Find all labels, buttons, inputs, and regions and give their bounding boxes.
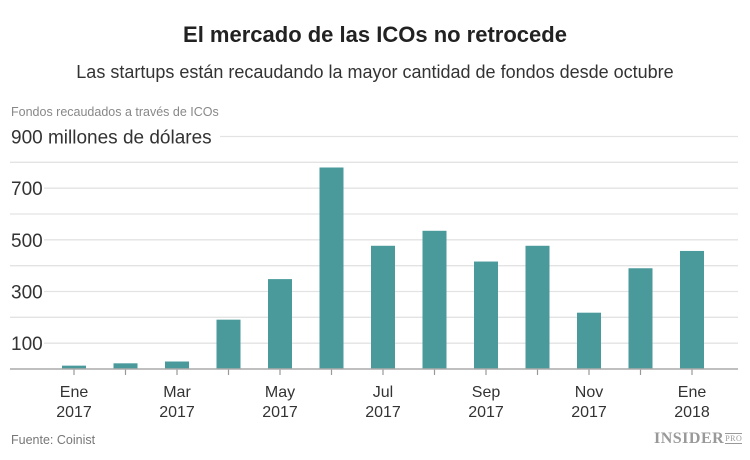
bar-jul-2017: [371, 245, 395, 369]
tick-label-bg: [10, 227, 44, 250]
y-tick-label: 300: [11, 283, 43, 304]
bar-abr-2017: [216, 319, 241, 369]
x-tick-label-month: Ene: [60, 384, 89, 401]
bar-ene-2018: [680, 250, 704, 369]
x-tick-label-year: 2017: [468, 404, 504, 421]
x-tick-label-year: 2017: [56, 404, 92, 421]
x-tick-label-year: 2017: [571, 404, 607, 421]
insider-pro-logo: INSIDERPRO: [654, 430, 743, 447]
bar-dic-2017: [628, 268, 653, 369]
x-tick-label-year: 2017: [159, 404, 195, 421]
bar-feb-2017: [113, 363, 138, 369]
x-tick-label-month: Ene: [678, 384, 707, 401]
x-tick-label-month: Jul: [373, 384, 393, 401]
x-tick-label-month: Sep: [472, 384, 501, 401]
x-tick-label-month: May: [265, 384, 295, 401]
bar-nov-2017: [577, 312, 601, 369]
tick-label-bg: [10, 176, 44, 199]
bar-mar-2017: [165, 361, 189, 369]
tick-label-bg: [10, 331, 44, 354]
top-label-bg: [10, 122, 220, 147]
x-tick-label-month: Nov: [575, 384, 603, 401]
chart-subtitle: Las startups están recaudando la mayor c…: [76, 62, 674, 82]
y-tick-label: 700: [11, 179, 43, 200]
bar-ene-2017: [62, 365, 86, 369]
bar-jun-2017: [319, 167, 344, 369]
y-axis-label: Fondos recaudados a través de ICOs: [11, 105, 219, 119]
y-tick-label: 100: [11, 334, 43, 355]
x-tick-label-year: 2017: [262, 404, 298, 421]
bar-oct-2017: [525, 245, 550, 369]
bar-ago-2017: [422, 230, 447, 369]
x-tick-label-year: 2017: [365, 404, 401, 421]
bar-may-2017: [268, 279, 292, 369]
x-tick-label-year: 2018: [674, 404, 710, 421]
chart-title: El mercado de las ICOs no retrocede: [183, 22, 567, 47]
bar-sep-2017: [474, 261, 498, 369]
y-top-label: 900 millones de dólares: [11, 128, 212, 149]
source-note: Fuente: Coinist: [11, 433, 96, 447]
tick-label-bg: [10, 279, 44, 302]
y-tick-label: 500: [11, 231, 43, 252]
x-tick-label-month: Mar: [163, 384, 191, 401]
